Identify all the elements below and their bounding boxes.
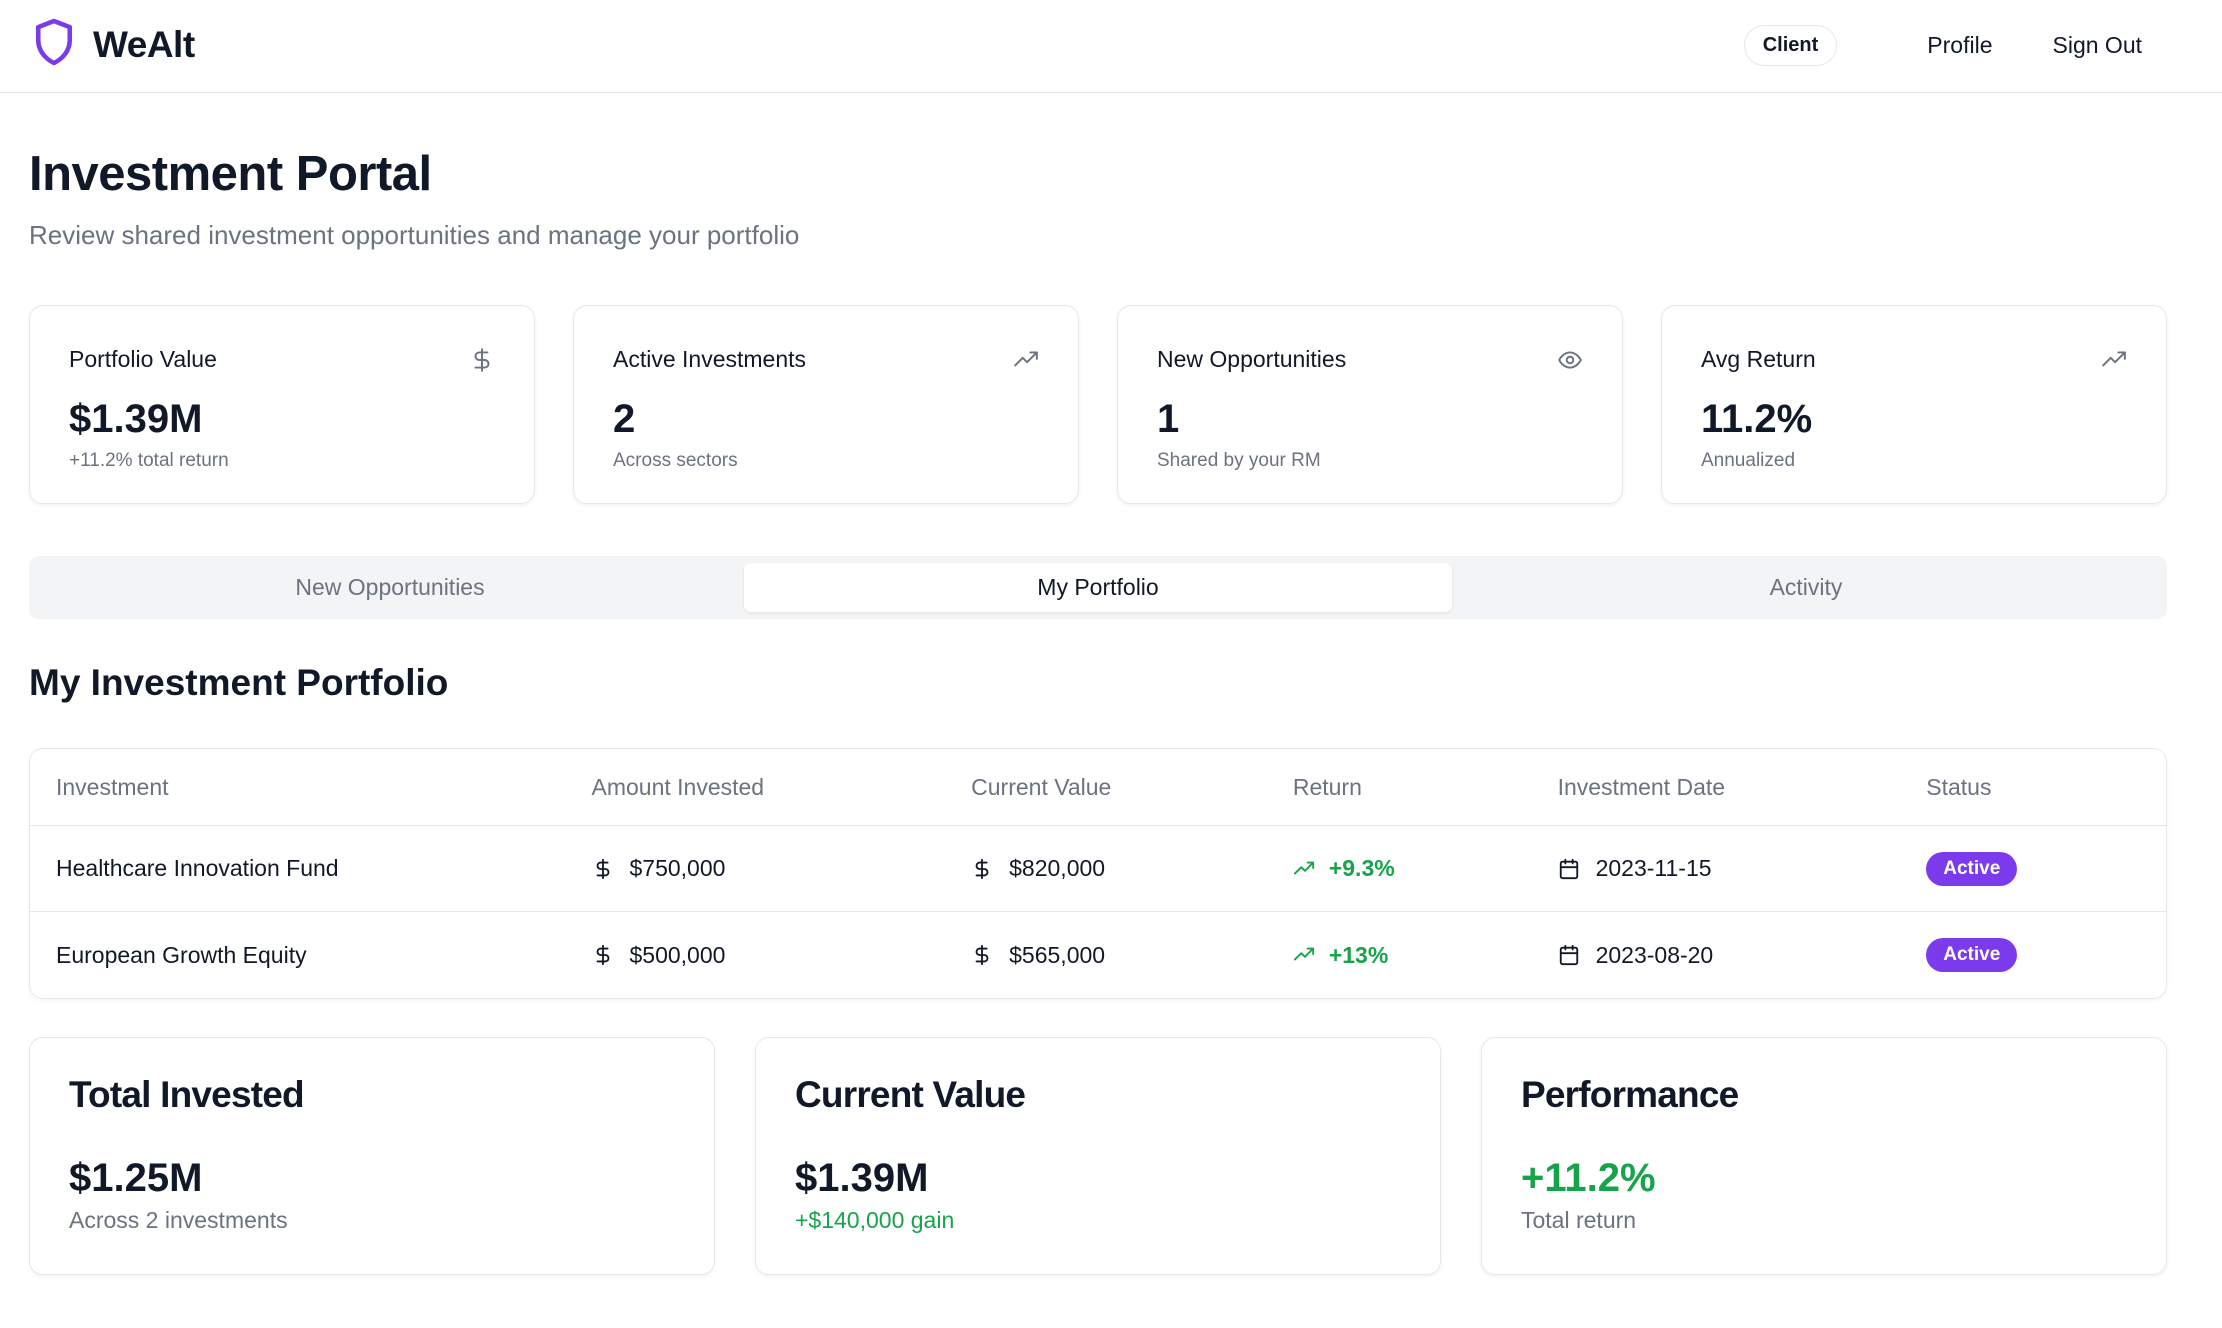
stat-sub: Across sectors [613, 450, 738, 471]
column-header: Investment Date [1557, 773, 1726, 800]
date-text: 2023-11-15 [1595, 855, 1712, 881]
table-row[interactable]: European Growth Equity $500,000 $565,000… [30, 912, 2166, 998]
dollar-icon [971, 858, 993, 880]
amount-value: $750,000 [629, 855, 726, 881]
tab-new-opportunities[interactable]: New Opportunities [295, 574, 485, 600]
current-value: $565,000 [971, 942, 1293, 969]
trending-up-icon [1293, 858, 1315, 880]
trending-up-icon [1013, 347, 1039, 373]
stat-card-active-investments: Active Investments 2 Across sectors [573, 305, 1079, 504]
summary-sub: Total return [1521, 1207, 1637, 1233]
stat-sub: +11.2% total return [69, 450, 229, 471]
stat-card-new-opportunities: New Opportunities 1 Shared by your RM [1117, 305, 1623, 504]
stat-value: 2 [613, 397, 636, 441]
stat-label: Avg Return [1701, 346, 1816, 372]
shield-icon [33, 17, 75, 72]
summary-card-performance: Performance +11.2% Total return [1481, 1037, 2167, 1275]
column-header: Investment [56, 773, 169, 800]
current-value-text: $565,000 [1009, 941, 1106, 968]
investment-date: 2023-08-20 [1558, 942, 1927, 969]
stat-label: New Opportunities [1157, 346, 1347, 372]
return-value: +13% [1293, 942, 1558, 969]
date-text: 2023-08-20 [1595, 941, 1714, 968]
brand-logo[interactable]: WeAlt [33, 17, 195, 72]
portfolio-table: Investment Amount Invested Current Value… [29, 748, 2167, 999]
current-value-text: $820,000 [1009, 855, 1106, 881]
column-header: Return [1292, 773, 1362, 800]
section-title: My Investment Portfolio [29, 662, 449, 703]
summary-sub: +$140,000 gain [795, 1207, 955, 1233]
investment-name: Healthcare Innovation Fund [56, 855, 339, 881]
column-header: Amount Invested [591, 773, 765, 800]
sign-out-link[interactable]: Sign Out [2052, 32, 2143, 58]
dollar-icon [592, 944, 614, 966]
stat-value: 1 [1157, 397, 1180, 441]
page-subtitle: Review shared investment opportunities a… [29, 220, 800, 250]
stat-card-avg-return: Avg Return 11.2% Annualized [1661, 305, 2167, 504]
summary-card-total-invested: Total Invested $1.25M Across 2 investmen… [29, 1037, 715, 1275]
summary-title: Total Invested [69, 1074, 305, 1115]
amount-value: $500,000 [629, 941, 726, 968]
tab-my-portfolio[interactable]: My Portfolio [744, 563, 1452, 612]
stats-row: Portfolio Value $1.39M +11.2% total retu… [29, 305, 2167, 504]
top-nav: Client Profile Sign Out [1743, 24, 2162, 67]
status-cell: Active [1926, 938, 2166, 972]
summary-sub: Across 2 investments [69, 1207, 288, 1233]
page-title: Investment Portal [29, 147, 432, 201]
profile-link[interactable]: Profile [1927, 32, 1993, 58]
tab-activity[interactable]: Activity [1769, 574, 1843, 600]
return-text: +9.3% [1328, 855, 1395, 881]
status-badge: Active [1926, 851, 2018, 886]
return-value: +9.3% [1293, 855, 1558, 882]
summary-value: +11.2% [1521, 1156, 1656, 1200]
status-badge: Active [1926, 938, 2018, 972]
summary-value: $1.25M [69, 1156, 203, 1200]
trending-up-icon [2101, 347, 2127, 373]
stat-label: Active Investments [613, 346, 807, 372]
stat-value: 11.2% [1701, 397, 1813, 441]
summary-row: Total Invested $1.25M Across 2 investmen… [29, 1037, 2167, 1275]
stat-value: $1.39M [69, 397, 203, 441]
stat-sub: Annualized [1701, 450, 1796, 471]
dollar-icon [469, 347, 495, 373]
stat-card-portfolio-value: Portfolio Value $1.39M +11.2% total retu… [29, 305, 535, 504]
amount-invested: $750,000 [592, 855, 972, 882]
investment-date: 2023-11-15 [1558, 855, 1927, 882]
summary-card-current-value: Current Value $1.39M +$140,000 gain [755, 1037, 1441, 1275]
stat-label: Portfolio Value [69, 346, 217, 372]
summary-title: Performance [1521, 1074, 1739, 1115]
calendar-icon [1558, 858, 1580, 880]
tab-bar: New Opportunities My Portfolio Activity [29, 556, 2167, 619]
trending-up-icon [1293, 944, 1315, 966]
stat-sub: Shared by your RM [1157, 450, 1321, 471]
dollar-icon [592, 858, 614, 880]
summary-title: Current Value [795, 1074, 1026, 1115]
brand-name: WeAlt [93, 23, 195, 65]
dollar-icon [971, 944, 993, 966]
role-badge: Client [1743, 25, 1838, 66]
status-cell: Active [1926, 851, 2166, 886]
amount-invested: $500,000 [592, 942, 972, 969]
table-header-row: Investment Amount Invested Current Value… [30, 749, 2166, 826]
column-header: Status [1926, 773, 1992, 800]
table-row[interactable]: Healthcare Innovation Fund $750,000 $820… [30, 826, 2166, 912]
return-text: +13% [1328, 941, 1389, 968]
summary-value: $1.39M [795, 1156, 929, 1200]
current-value: $820,000 [971, 855, 1293, 882]
eye-icon [1557, 347, 1583, 373]
investment-name: European Growth Equity [56, 941, 307, 968]
calendar-icon [1558, 944, 1580, 966]
column-header: Current Value [971, 773, 1112, 800]
top-bar: WeAlt Client Profile Sign Out [0, 0, 2222, 93]
